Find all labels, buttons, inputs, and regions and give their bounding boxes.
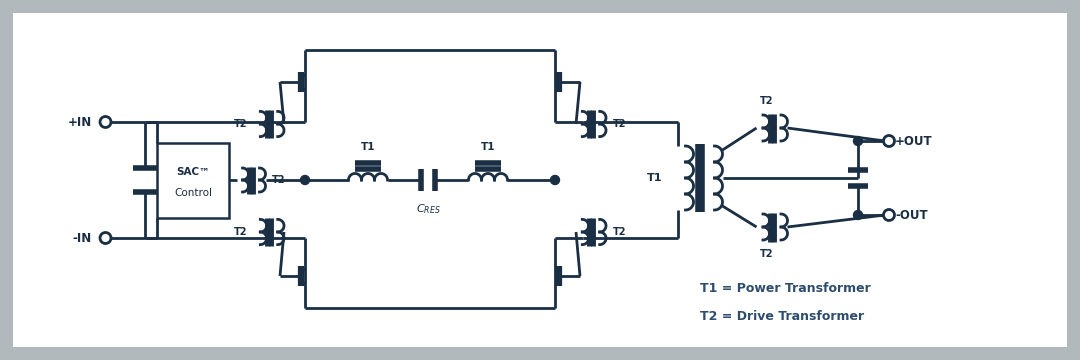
Text: Control: Control — [174, 188, 212, 198]
Text: T2 = Drive Transformer: T2 = Drive Transformer — [700, 310, 864, 323]
FancyBboxPatch shape — [13, 13, 1067, 347]
Circle shape — [883, 135, 894, 147]
Text: T2: T2 — [233, 227, 247, 237]
Circle shape — [853, 211, 863, 220]
Text: T1: T1 — [481, 141, 496, 152]
Text: T1: T1 — [361, 141, 375, 152]
Text: +OUT: +OUT — [895, 135, 933, 148]
Circle shape — [853, 136, 863, 145]
Text: T2: T2 — [760, 249, 773, 259]
Circle shape — [300, 176, 310, 185]
Text: -OUT: -OUT — [895, 208, 928, 221]
Text: T1: T1 — [647, 173, 663, 183]
Text: T2: T2 — [613, 119, 626, 129]
Bar — [157, 143, 229, 218]
Text: T1 = Power Transformer: T1 = Power Transformer — [700, 282, 870, 294]
Text: T2: T2 — [233, 119, 247, 129]
Circle shape — [551, 176, 559, 185]
Circle shape — [100, 117, 111, 127]
Text: T2: T2 — [271, 175, 285, 185]
Text: -IN: -IN — [72, 231, 92, 244]
Circle shape — [100, 233, 111, 243]
Text: +IN: +IN — [68, 116, 92, 129]
Text: SAC™: SAC™ — [176, 167, 210, 176]
Text: T2: T2 — [760, 96, 773, 106]
Circle shape — [883, 210, 894, 220]
Text: C$_{\mathregular{RES}}$: C$_{\mathregular{RES}}$ — [416, 202, 441, 216]
Text: T2: T2 — [613, 227, 626, 237]
